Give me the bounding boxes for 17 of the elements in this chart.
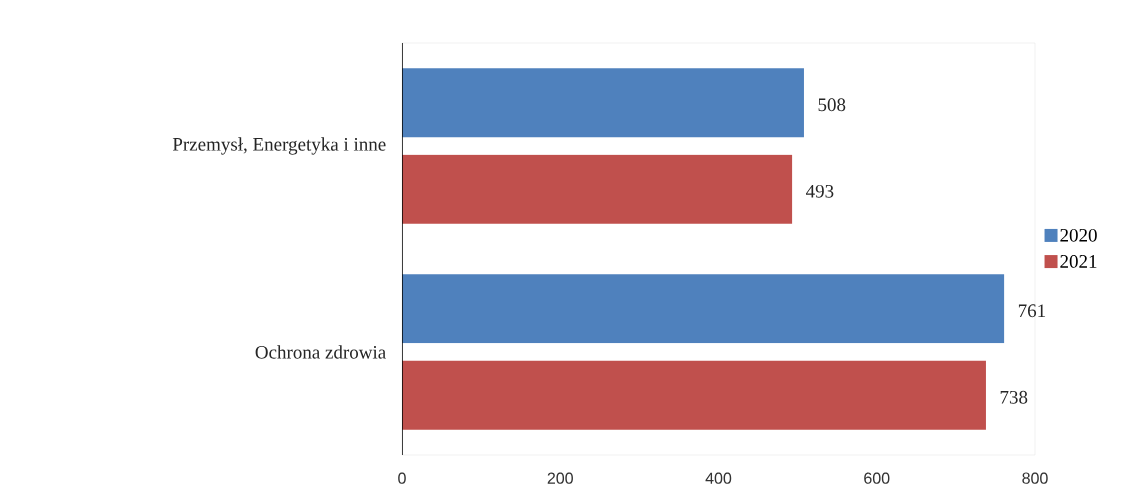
data-label: 761 bbox=[1018, 304, 1046, 318]
x-tick-label: 200 bbox=[547, 472, 573, 484]
legend-label: 2020 bbox=[1060, 228, 1097, 242]
bar bbox=[402, 154, 793, 224]
data-label: 493 bbox=[806, 184, 834, 198]
y-tick-label: Ochrona zdrowia bbox=[255, 345, 386, 359]
data-label: 738 bbox=[1000, 390, 1028, 404]
legend-label: 2021 bbox=[1060, 255, 1097, 268]
x-tick-label: 600 bbox=[864, 472, 890, 484]
bar bbox=[402, 68, 804, 138]
x-tick-label: 800 bbox=[1022, 472, 1048, 484]
data-label: 508 bbox=[818, 98, 846, 112]
y-tick-label: Przemysł, Energetyka i inne bbox=[172, 137, 386, 155]
x-tick-label: 400 bbox=[705, 472, 732, 484]
bar bbox=[402, 274, 1005, 344]
bar bbox=[402, 360, 986, 430]
x-tick-label: 0 bbox=[398, 472, 406, 484]
